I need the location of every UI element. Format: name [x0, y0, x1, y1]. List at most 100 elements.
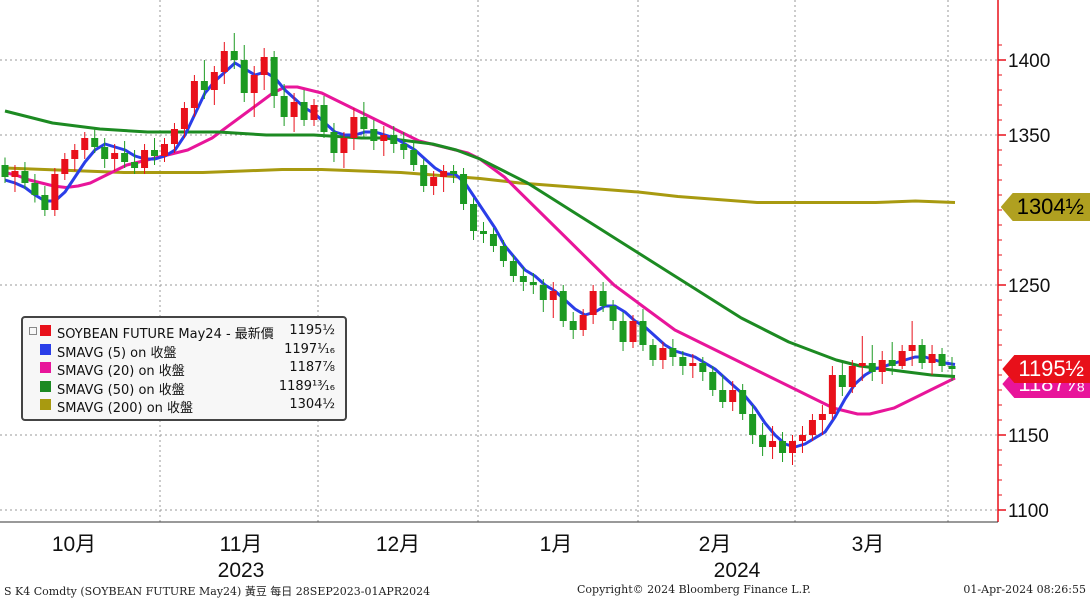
legend-row[interactable]: SOYBEAN FUTURE May24 - 最新價 1195½ — [29, 323, 341, 342]
legend-swatch — [40, 343, 51, 355]
candle-body — [440, 171, 448, 177]
legend-row[interactable]: SMAVG (5) on 收盤 1197¹⁄₁₆ — [29, 341, 341, 361]
candlestick-layer — [1, 33, 956, 465]
x-year-label: 2024 — [714, 559, 761, 582]
candle-body — [818, 414, 826, 420]
candle-body — [479, 231, 487, 234]
y-tick-label: 1100 — [1008, 501, 1049, 522]
legend-label: SOYBEAN FUTURE May24 - 最新價 — [57, 327, 274, 342]
candle-body — [350, 117, 358, 138]
candle-body — [539, 285, 547, 300]
ma-line-200 — [4, 166, 956, 204]
candle-body — [370, 129, 378, 141]
y-axis: 1100 1150 1250 1350 1400 — [997, 0, 1050, 522]
candle-body — [659, 348, 667, 360]
candle-body — [151, 150, 159, 156]
legend-swatch — [40, 325, 51, 336]
candle-body — [938, 354, 946, 366]
candle-body — [709, 372, 717, 390]
moving-average-layer — [4, 61, 956, 449]
candle-body — [898, 351, 906, 366]
candle-body — [858, 363, 866, 366]
candle-body — [759, 435, 767, 447]
candle-body — [908, 345, 916, 351]
candle-body — [21, 171, 29, 183]
candle-body — [609, 306, 617, 321]
candle-body — [828, 375, 836, 414]
legend-value: 1197¹⁄₁₆ — [284, 341, 335, 357]
y-tick-label: 1400 — [1008, 51, 1050, 72]
candle-body — [190, 81, 198, 108]
last-value-tag: 1304½ — [1000, 193, 1090, 221]
candle-body — [101, 147, 109, 159]
candle-body — [121, 153, 129, 162]
candle-body — [31, 183, 39, 195]
candle-body — [360, 117, 368, 129]
ma-line-5 — [4, 61, 956, 449]
candle-body — [420, 165, 428, 186]
candle-body — [789, 441, 797, 453]
candle-body — [699, 363, 707, 372]
candle-body — [798, 435, 806, 441]
candle-body — [928, 354, 936, 363]
candle-body — [719, 390, 727, 402]
grid-layer — [0, 0, 998, 522]
candle-body — [111, 153, 119, 159]
candle-body — [470, 204, 478, 231]
x-year-label: 2023 — [218, 559, 265, 582]
ma-line-50 — [4, 109, 956, 378]
candle-body — [808, 420, 816, 435]
candle-body — [131, 162, 139, 168]
candle-body — [270, 57, 278, 96]
candle-body — [460, 174, 468, 204]
candle-body — [689, 363, 697, 366]
candle-body — [41, 195, 49, 210]
chart-legend[interactable]: SOYBEAN FUTURE May24 - 最新價 1195½ SMAVG (5)… — [21, 316, 347, 421]
candle-body — [340, 138, 348, 153]
candle-body — [450, 171, 458, 174]
candle-body — [380, 135, 388, 141]
legend-label: SMAVG (200) on 收盤 — [57, 401, 194, 416]
candle-body — [61, 159, 69, 174]
legend-label: SMAVG (5) on 收盤 — [57, 345, 177, 361]
candle-body — [180, 108, 188, 129]
legend-value: 1195½ — [289, 323, 335, 338]
x-month-label: 12月 — [376, 533, 420, 556]
candle-body — [250, 75, 258, 93]
candle-body — [330, 132, 338, 153]
legend-swatch — [40, 399, 51, 410]
candle-body — [91, 138, 99, 147]
candle-body — [51, 174, 59, 210]
candle-body — [390, 135, 398, 144]
candle-body — [260, 57, 268, 75]
candle-body — [779, 441, 787, 453]
legend-row[interactable]: SMAVG (20) on 收盤 1187⅞ — [29, 360, 341, 379]
candle-body — [769, 441, 777, 447]
candle-body — [639, 321, 647, 345]
candle-body — [160, 144, 168, 156]
candle-body — [81, 138, 89, 150]
legend-row[interactable]: SMAVG (50) on 收盤 1189¹³⁄₁₆ — [29, 379, 341, 398]
candle-body — [888, 360, 896, 366]
candle-body — [669, 348, 677, 357]
candle-body — [519, 276, 527, 282]
candle-body — [559, 291, 567, 321]
candle-body — [579, 315, 587, 330]
last-value-tag: 1195½ — [1002, 355, 1090, 383]
candle-body — [529, 282, 537, 285]
legend-row[interactable]: SMAVG (200) on 收盤 1304½ — [29, 397, 341, 416]
candle-body — [280, 96, 288, 117]
candle-body — [868, 363, 876, 372]
candle-body — [200, 81, 208, 90]
collapse-icon[interactable] — [29, 327, 37, 335]
candle-body — [11, 171, 19, 177]
candle-body — [210, 72, 218, 90]
y-tick-label: 1350 — [1008, 126, 1050, 147]
x-month-label: 1月 — [540, 533, 573, 556]
candle-body — [71, 150, 79, 159]
legend-swatch — [40, 362, 51, 373]
candle-body — [489, 234, 497, 246]
candle-body — [948, 366, 956, 369]
x-month-label: 3月 — [852, 533, 885, 556]
footer-copyright: Copyright© 2024 Bloomberg Finance L.P. — [577, 583, 811, 596]
